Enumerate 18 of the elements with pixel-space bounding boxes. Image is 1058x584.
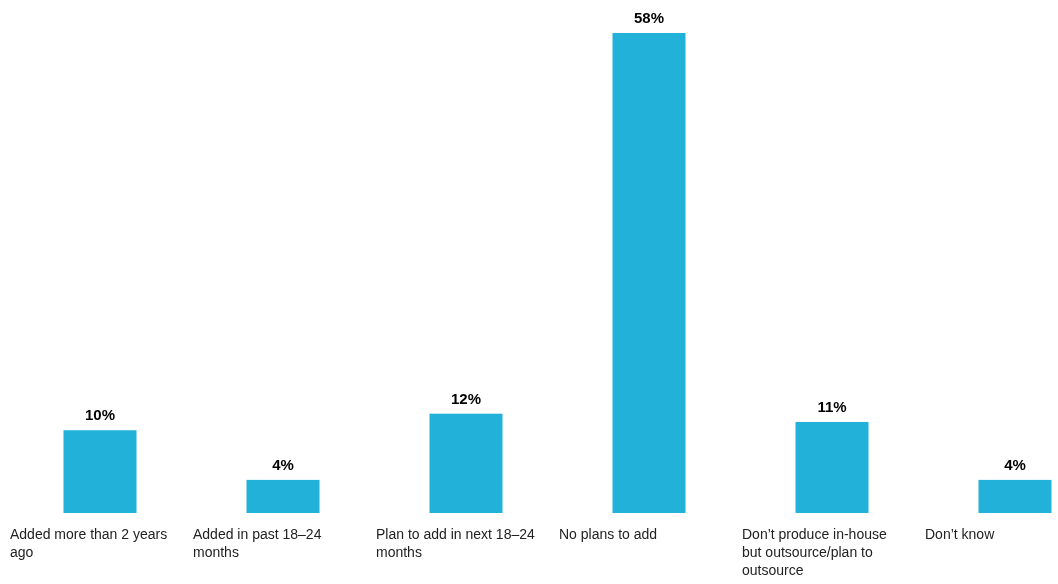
- bar: [978, 479, 1052, 513]
- x-tick-label: Added in past 18–24 months: [193, 526, 322, 560]
- data-label: 11%: [817, 397, 847, 415]
- data-label: 12%: [450, 389, 482, 407]
- bar: [429, 413, 503, 513]
- bar: [63, 430, 137, 513]
- x-tick-label: Don’t know: [925, 526, 996, 542]
- data-label: 4%: [272, 455, 294, 473]
- x-tick-label: Don’t produce in-house but outsource/plan to outsource: [742, 526, 887, 578]
- x-tick-label: Plan to add in next 18–24 months: [376, 526, 536, 560]
- data-label: 4%: [1004, 455, 1026, 473]
- bar: [795, 421, 869, 513]
- bar: [612, 33, 686, 513]
- x-tick-label: No plans to add: [559, 526, 658, 542]
- data-label: 10%: [84, 406, 116, 424]
- x-tick-label: Added more than 2 years ago: [10, 526, 168, 560]
- data-label: 58%: [633, 9, 665, 26]
- bar: [246, 479, 320, 513]
